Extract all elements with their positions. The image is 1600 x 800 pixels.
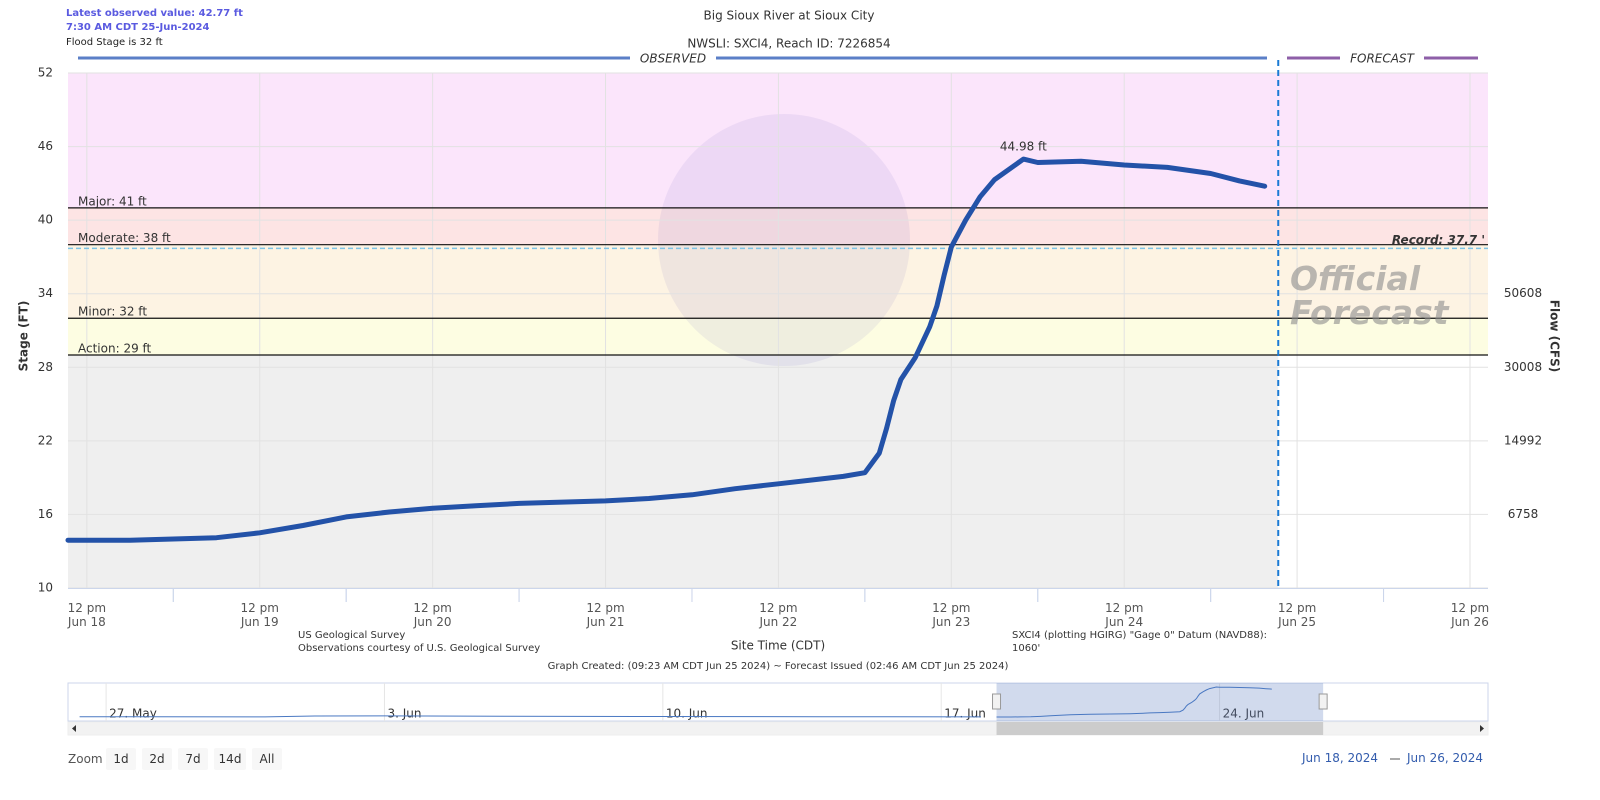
latest-value: Latest observed value: 42.77 ft	[66, 8, 243, 19]
zoom-button[interactable]: 14d	[214, 748, 246, 770]
navigator-handle[interactable]	[1318, 693, 1328, 710]
forecast-watermark: Official Forecast	[1290, 259, 1449, 332]
navigator-tick-label: 10. Jun	[666, 707, 708, 721]
navigator-tick-label: 24. Jun	[1223, 707, 1265, 721]
x-tick-label: 12 pm Jun 21	[586, 601, 625, 629]
x-tick-label: 12 pm Jun 18	[67, 601, 107, 629]
y-tick-label: 40	[38, 213, 53, 227]
navigator-handle[interactable]	[992, 693, 1002, 710]
navigator-tick-label: 27. May	[109, 707, 157, 721]
y2-tick-label: 30008	[1504, 360, 1542, 374]
base-band	[68, 355, 1279, 588]
zoom-button[interactable]: 1d	[106, 748, 136, 770]
y-tick-label: 16	[38, 507, 53, 521]
x-tick-label: 12 pm Jun 23	[932, 601, 971, 629]
y2-axis-title: Flow (CFS)	[1548, 300, 1562, 372]
stage-line	[65, 156, 1268, 543]
zoom-label: Zoom	[68, 752, 103, 766]
y2-tick-label: 14992	[1504, 433, 1542, 447]
zoom-button[interactable]: 2d	[142, 748, 172, 770]
observed-label: OBSERVED	[640, 52, 706, 66]
zoom-button[interactable]: All	[252, 748, 282, 770]
y-tick-label: 22	[38, 433, 53, 447]
y-tick-label: 34	[38, 286, 53, 300]
created-note: Graph Created: (09:23 AM CDT Jun 25 2024…	[547, 661, 1009, 672]
zoom-button[interactable]: 7d	[178, 748, 208, 770]
latest-time: 7:30 AM CDT 25-Jun-2024	[66, 22, 210, 33]
source-note: US Geological Survey Observations courte…	[298, 630, 541, 654]
x-tick-label: 12 pm Jun 20	[413, 601, 452, 629]
chart-subtitle: NWSLI: SXCI4, Reach ID: 7226854	[687, 37, 890, 51]
y2-tick-label: 50608	[1504, 286, 1542, 300]
navigator-frame	[67, 682, 1489, 722]
y-tick-label: 10	[38, 581, 53, 595]
chart-title: Big Sioux River at Sioux City	[704, 9, 875, 23]
x-tick-label: 12 pm Jun 25	[1277, 601, 1317, 629]
y-tick-label: 46	[38, 139, 53, 153]
navigator-line	[996, 686, 1272, 718]
y-axis-title: Stage (FT)	[17, 301, 31, 372]
peak-label: 44.98 ft	[1000, 140, 1047, 154]
flood-threshold-label: Action: 29 ft	[78, 342, 152, 356]
scrollbar-thumb	[996, 722, 1324, 735]
navigator-line	[79, 715, 982, 718]
x-tick-label: 12 pm Jun 22	[759, 601, 798, 629]
navigator-selection	[996, 683, 1324, 721]
record-label: Record: 37.7 '	[1392, 233, 1485, 247]
x-tick-label: 12 pm Jun 24	[1105, 601, 1144, 629]
x-tick-label: 12 pm Jun 26	[1450, 601, 1490, 629]
y-tick-label: 28	[38, 360, 53, 374]
flood-threshold-label: Minor: 32 ft	[78, 305, 147, 319]
x-axis-title: Site Time (CDT)	[731, 639, 825, 653]
flood-threshold-label: Major: 41 ft	[78, 194, 147, 208]
logo-watermark	[658, 114, 910, 366]
range-to[interactable]: Jun 26, 2024	[1407, 751, 1484, 765]
navigator-tick-label: 17. Jun	[944, 707, 986, 721]
datum-note: SXCI4 (plotting HGIRG) "Gage 0" Datum (N…	[1012, 630, 1267, 654]
forecast-label: FORECAST	[1350, 52, 1415, 66]
y2-tick-label: 6758	[1508, 507, 1539, 521]
flood-stage-note: Flood Stage is 32 ft	[66, 37, 163, 48]
flood-threshold-label: Moderate: 38 ft	[78, 231, 171, 245]
x-tick-label: 12 pm Jun 19	[240, 601, 279, 629]
navigator-tick-label: 3. Jun	[387, 707, 421, 721]
y-tick-label: 52	[38, 66, 53, 80]
range-from[interactable]: Jun 18, 2024	[1302, 751, 1379, 765]
